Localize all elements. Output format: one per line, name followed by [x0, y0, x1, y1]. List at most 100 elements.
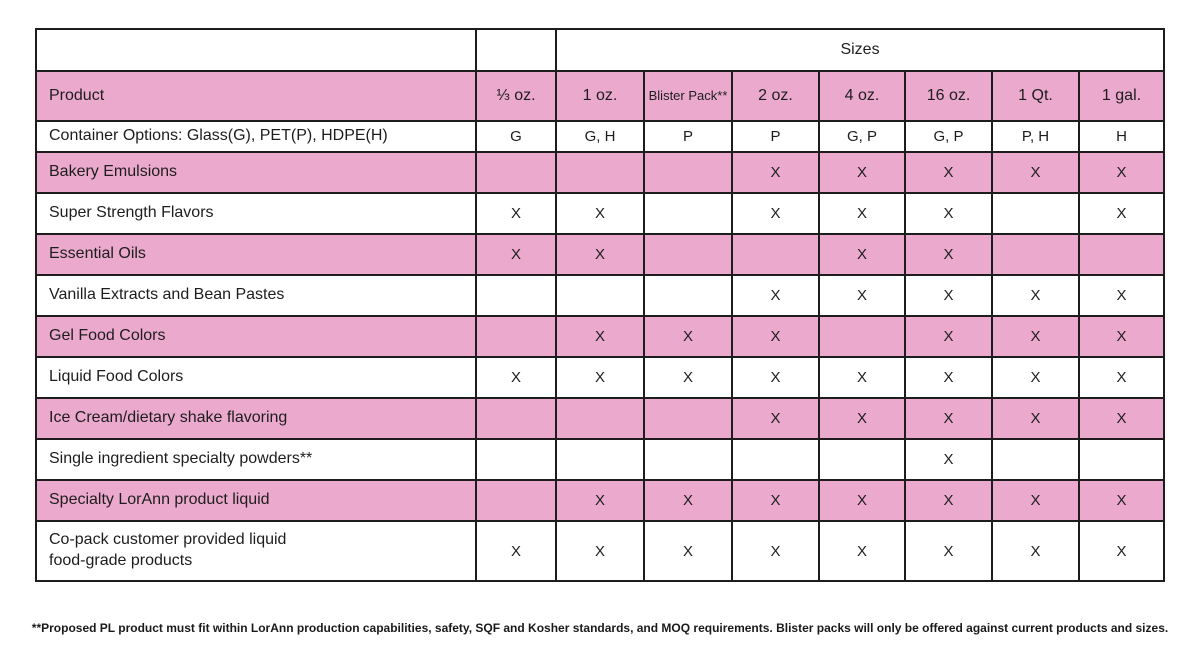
availability-cell	[475, 479, 557, 522]
availability-cell: X	[1078, 274, 1165, 317]
availability-cell	[555, 151, 645, 194]
size-column-header-6: 1 Qt.	[991, 70, 1080, 122]
product-name: Ice Cream/dietary shake flavoring	[35, 397, 477, 440]
container-option-cell-0: G	[475, 120, 557, 153]
availability-cell	[475, 397, 557, 440]
availability-cell: X	[818, 479, 906, 522]
size-column-header-7: 1 gal.	[1078, 70, 1165, 122]
product-name: Super Strength Flavors	[35, 192, 477, 235]
availability-cell: X	[731, 520, 820, 582]
availability-cell: X	[475, 192, 557, 235]
availability-cell: X	[731, 356, 820, 399]
container-option-cell-5: G, P	[904, 120, 993, 153]
availability-cell: X	[818, 192, 906, 235]
size-column-header-4: 4 oz.	[818, 70, 906, 122]
availability-cell	[555, 274, 645, 317]
availability-cell: X	[904, 438, 993, 481]
availability-cell: X	[818, 520, 906, 582]
product-name: Single ingredient specialty powders**	[35, 438, 477, 481]
product-row-7: Single ingredient specialty powders** X	[35, 438, 1165, 481]
availability-cell	[991, 192, 1080, 235]
availability-cell	[643, 274, 733, 317]
availability-cell: X	[555, 192, 645, 235]
availability-cell	[731, 438, 820, 481]
container-option-cell-6: P, H	[991, 120, 1080, 153]
availability-cell: X	[991, 151, 1080, 194]
size-column-header-3: 2 oz.	[731, 70, 820, 122]
availability-cell: X	[731, 397, 820, 440]
availability-cell: X	[904, 233, 993, 276]
product-name: Co-pack customer provided liquid food-gr…	[35, 520, 477, 582]
availability-cell	[991, 233, 1080, 276]
availability-cell: X	[555, 233, 645, 276]
availability-cell	[731, 233, 820, 276]
product-row-3: Vanilla Extracts and Bean Pastes X X X X X	[35, 274, 1165, 317]
availability-cell	[643, 233, 733, 276]
availability-cell: X	[904, 274, 993, 317]
availability-cell: X	[904, 356, 993, 399]
availability-cell	[475, 315, 557, 358]
availability-cell: X	[475, 233, 557, 276]
sizes-band-row: Sizes	[35, 28, 1165, 72]
availability-cell	[991, 438, 1080, 481]
availability-cell: X	[904, 151, 993, 194]
product-sizes-table-wrap: Sizes Product ⅓ oz. 1 oz. Blister Pack** 2 oz…	[35, 28, 1165, 582]
product-name: Vanilla Extracts and Bean Pastes	[35, 274, 477, 317]
availability-cell: X	[991, 315, 1080, 358]
availability-cell	[1078, 438, 1165, 481]
product-row-6: Ice Cream/dietary shake flavoring X X X X X	[35, 397, 1165, 440]
container-options-label: Container Options: Glass(G), PET(P), HDP…	[35, 120, 477, 153]
availability-cell: X	[475, 356, 557, 399]
availability-cell: X	[904, 397, 993, 440]
product-sizes-table: Sizes Product ⅓ oz. 1 oz. Blister Pack** 2 oz…	[35, 28, 1165, 582]
availability-cell	[643, 151, 733, 194]
availability-cell: X	[643, 479, 733, 522]
product-name: Bakery Emulsions	[35, 151, 477, 194]
availability-cell	[643, 192, 733, 235]
availability-cell: X	[818, 274, 906, 317]
availability-cell	[555, 438, 645, 481]
availability-cell: X	[818, 233, 906, 276]
product-name: Specialty LorAnn product liquid	[35, 479, 477, 522]
availability-cell	[475, 151, 557, 194]
availability-cell	[555, 397, 645, 440]
availability-cell: X	[818, 397, 906, 440]
size-column-header-1: 1 oz.	[555, 70, 645, 122]
availability-cell: X	[555, 479, 645, 522]
sizes-band-label: Sizes	[555, 28, 1165, 72]
product-row-2: Essential Oils X X X X	[35, 233, 1165, 276]
availability-cell: X	[731, 479, 820, 522]
availability-cell	[818, 438, 906, 481]
availability-cell: X	[643, 315, 733, 358]
availability-cell	[643, 397, 733, 440]
availability-cell: X	[1078, 192, 1165, 235]
availability-cell: X	[904, 192, 993, 235]
availability-cell	[475, 274, 557, 317]
product-name: Essential Oils	[35, 233, 477, 276]
container-option-cell-2: P	[643, 120, 733, 153]
product-column-header: Product	[35, 70, 477, 122]
availability-cell: X	[643, 356, 733, 399]
availability-cell	[1078, 233, 1165, 276]
container-option-cell-4: G, P	[818, 120, 906, 153]
availability-cell	[475, 438, 557, 481]
availability-cell: X	[555, 520, 645, 582]
availability-cell: X	[904, 520, 993, 582]
container-options-row: Container Options: Glass(G), PET(P), HDP…	[35, 120, 1165, 153]
availability-cell: X	[818, 151, 906, 194]
availability-cell: X	[904, 479, 993, 522]
availability-cell: X	[991, 397, 1080, 440]
product-name: Liquid Food Colors	[35, 356, 477, 399]
availability-cell: X	[731, 192, 820, 235]
product-row-4: Gel Food Colors X X X X X X	[35, 315, 1165, 358]
availability-cell	[818, 315, 906, 358]
availability-cell: X	[731, 274, 820, 317]
availability-cell: X	[1078, 479, 1165, 522]
product-row-0: Bakery Emulsions X X X X X	[35, 151, 1165, 194]
availability-cell: X	[991, 520, 1080, 582]
availability-cell: X	[555, 356, 645, 399]
availability-cell: X	[991, 274, 1080, 317]
column-header-row: Product ⅓ oz. 1 oz. Blister Pack** 2 oz. 4 oz…	[35, 70, 1165, 122]
availability-cell: X	[643, 520, 733, 582]
footnote-text: **Proposed PL product must fit within Lo…	[31, 621, 1169, 635]
